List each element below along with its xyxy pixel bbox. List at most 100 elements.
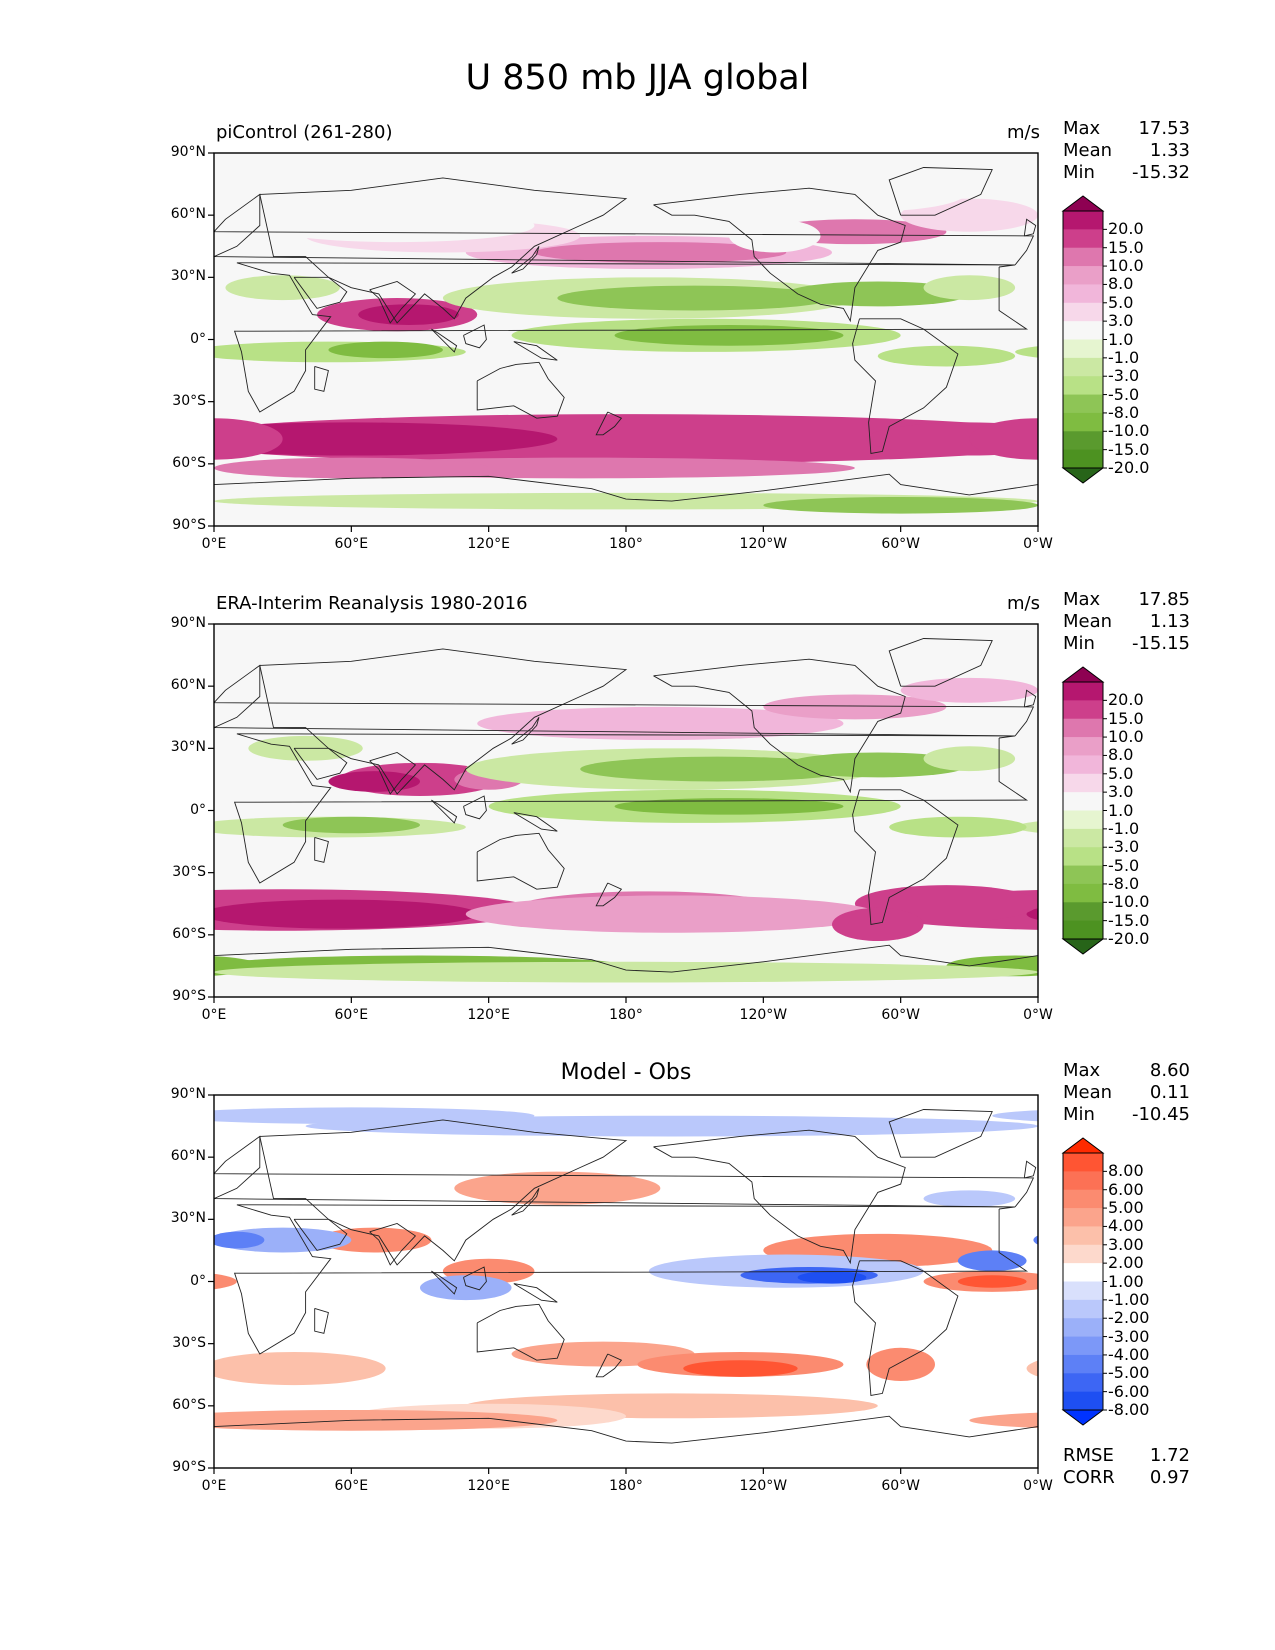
colorbar-segment bbox=[1063, 1281, 1103, 1301]
coastline bbox=[888, 1109, 993, 1158]
colorbar-segment bbox=[1063, 1373, 1103, 1393]
coastline bbox=[595, 411, 623, 436]
colorbar-label: 3.00 bbox=[1108, 1234, 1144, 1254]
coastline bbox=[595, 1353, 623, 1378]
coastlines bbox=[214, 638, 1038, 997]
colorbar-segment bbox=[1063, 828, 1103, 848]
y-tick-label: 90°S bbox=[172, 1459, 206, 1475]
colorbar-label: -2.00 bbox=[1108, 1308, 1150, 1328]
colorbar-label: 10.0 bbox=[1108, 256, 1144, 276]
colorbar-segment bbox=[1063, 865, 1103, 885]
y-tick-label: 0° bbox=[190, 1272, 206, 1289]
contour-blob bbox=[214, 1273, 237, 1290]
contour-blob bbox=[214, 422, 558, 456]
field-contours bbox=[0, 1095, 1275, 1468]
colorbar-segment bbox=[1063, 376, 1103, 396]
contour-blob bbox=[0, 458, 31, 479]
contour-blob bbox=[1130, 219, 1275, 252]
contour-blob bbox=[0, 236, 8, 269]
colorbar-segment bbox=[1063, 321, 1103, 340]
contour-blob bbox=[0, 319, 77, 352]
contour-blob bbox=[557, 285, 832, 311]
coastline bbox=[431, 799, 458, 824]
x-tick-label: 0°E bbox=[201, 536, 227, 552]
contour-blob bbox=[900, 198, 1038, 232]
colorbar-label: -10.0 bbox=[1108, 421, 1150, 441]
contour-blob bbox=[0, 277, 31, 318]
y-tick-label: 60°S bbox=[172, 454, 206, 471]
contour-blob bbox=[305, 679, 581, 714]
colorbar-segment bbox=[1063, 266, 1103, 285]
panel-title-center: Model - Obs bbox=[560, 1060, 692, 1085]
stat-value: 17.85 bbox=[1138, 589, 1190, 610]
contour-blob bbox=[580, 756, 855, 782]
colorbar-label: 2.00 bbox=[1108, 1253, 1144, 1273]
coastline bbox=[293, 747, 348, 780]
coastline bbox=[259, 1119, 628, 1266]
contour-blob bbox=[1152, 771, 1244, 792]
coastline bbox=[293, 1218, 348, 1251]
contour-blob bbox=[0, 694, 122, 719]
contour-blob bbox=[1026, 1360, 1038, 1377]
y-tick-label: 90°N bbox=[170, 144, 206, 160]
y-tick-label: 90°S bbox=[172, 988, 206, 1004]
contour-blob bbox=[0, 1255, 100, 1288]
field-contours bbox=[0, 624, 1275, 997]
contour-blob bbox=[282, 816, 420, 834]
coastline bbox=[431, 1270, 458, 1295]
contour-blob bbox=[54, 346, 191, 367]
contour-blob bbox=[969, 418, 1038, 460]
contour-blob bbox=[866, 1347, 936, 1381]
colorbar-label: 15.0 bbox=[1108, 237, 1144, 257]
y-tick-label: 30°N bbox=[170, 268, 206, 285]
stat-label: Min bbox=[1063, 162, 1095, 183]
contour-blob bbox=[328, 341, 443, 359]
coastline bbox=[369, 281, 417, 324]
contour-blob bbox=[0, 497, 214, 514]
contour-blob bbox=[923, 1190, 1016, 1207]
x-tick-label: 0°E bbox=[201, 1007, 227, 1023]
contour-blob bbox=[614, 798, 844, 815]
colorbar-label: 15.0 bbox=[1108, 708, 1144, 728]
contour-blob bbox=[0, 752, 145, 777]
contour-blob bbox=[1267, 277, 1275, 318]
coastline bbox=[214, 473, 1038, 526]
contour-blob bbox=[1015, 346, 1038, 358]
y-tick-label: 30°N bbox=[170, 739, 206, 756]
contour-blob bbox=[0, 219, 122, 244]
contour-blob bbox=[957, 1250, 1027, 1272]
x-tick-label: 0°W bbox=[1023, 1007, 1053, 1023]
coastline bbox=[511, 717, 540, 745]
contour-blob bbox=[1175, 1404, 1275, 1429]
contour-blob bbox=[1141, 298, 1275, 331]
contour-blob bbox=[832, 907, 924, 942]
colorbar-label: 5.00 bbox=[1108, 1198, 1144, 1218]
colorbar-segment bbox=[1063, 1208, 1103, 1227]
stat-value: 1.33 bbox=[1149, 140, 1190, 161]
contour-blob bbox=[465, 895, 878, 933]
coastline bbox=[369, 1223, 417, 1266]
coastline bbox=[431, 328, 458, 353]
contour-blob bbox=[1038, 962, 1275, 983]
colorbar-segment bbox=[1063, 1299, 1103, 1319]
coastline bbox=[513, 341, 558, 361]
colorbar-segment bbox=[1063, 773, 1103, 793]
contour-blob bbox=[683, 1360, 798, 1377]
colorbar-extend-bottom bbox=[1061, 938, 1105, 955]
colorbar-label: 6.00 bbox=[1108, 1179, 1144, 1199]
y-tick-label: 60°N bbox=[170, 206, 206, 223]
contour-blob bbox=[214, 1107, 535, 1125]
colorbar-segment bbox=[1063, 1318, 1103, 1338]
x-tick-label: 120°E bbox=[467, 536, 510, 552]
contour-blob bbox=[420, 1275, 512, 1301]
y-tick-label: 30°S bbox=[172, 392, 206, 409]
contour-blob bbox=[0, 286, 8, 311]
contour-blob bbox=[729, 219, 821, 253]
coastline bbox=[476, 361, 565, 419]
y-tick-label: 30°N bbox=[170, 1210, 206, 1227]
contour-blob bbox=[42, 1348, 111, 1381]
contour-blob bbox=[0, 281, 145, 306]
colorbar-extend-top bbox=[1061, 666, 1105, 683]
coastline bbox=[214, 1135, 1035, 1208]
y-tick-label: 0° bbox=[190, 801, 206, 818]
